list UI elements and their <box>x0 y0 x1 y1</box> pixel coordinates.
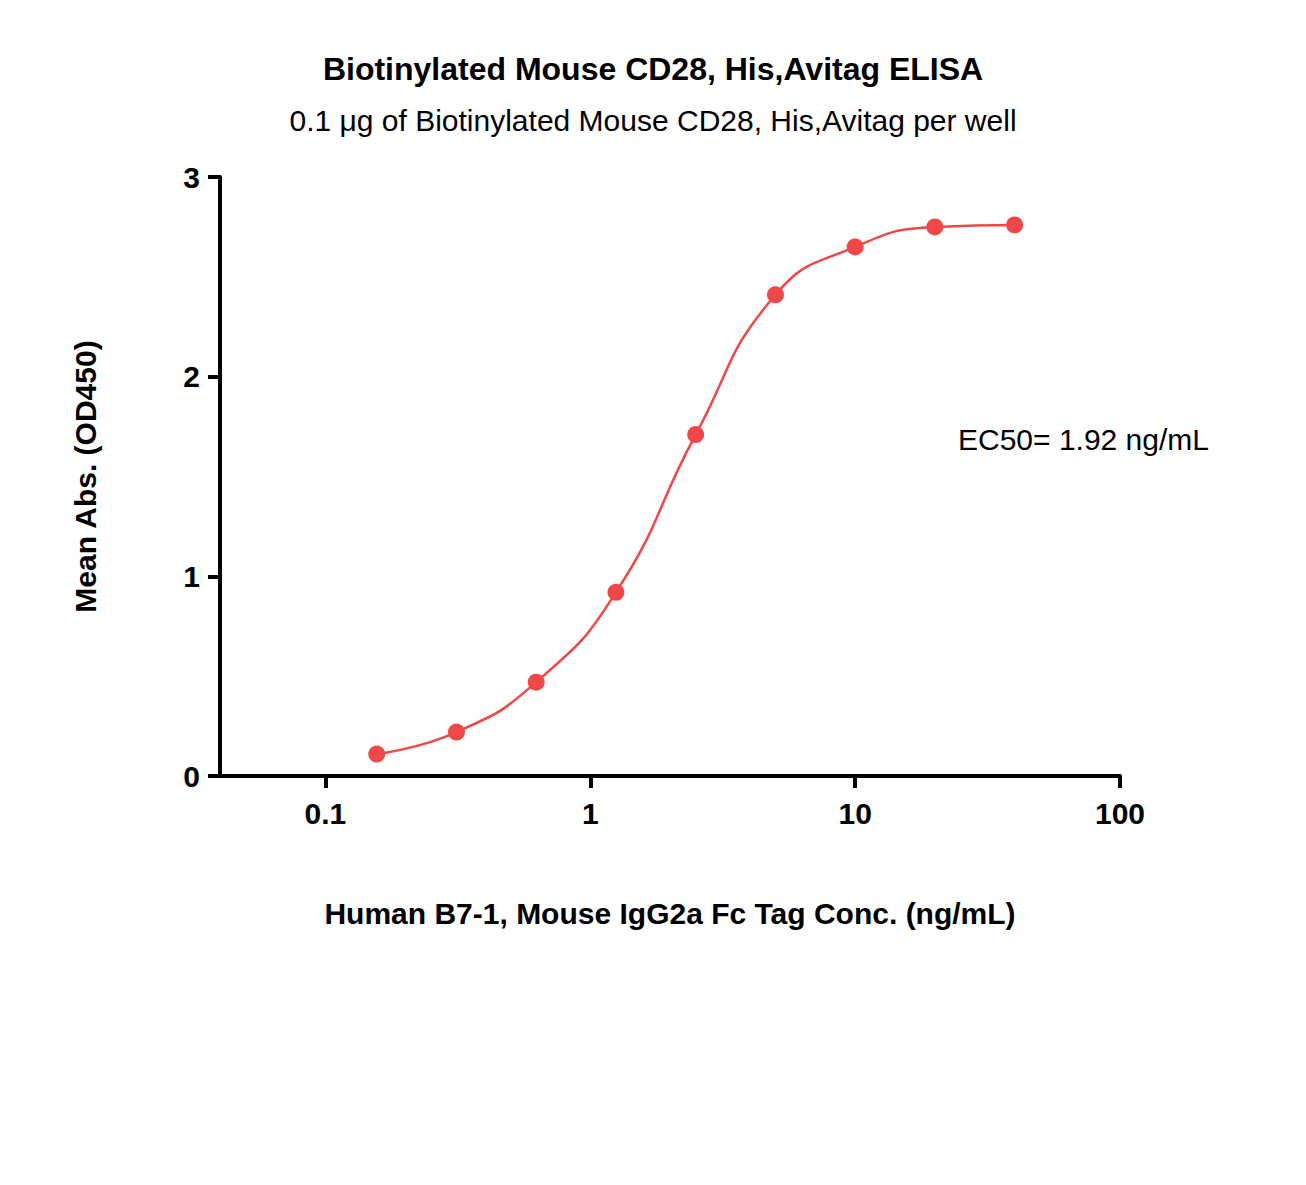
svg-text:2: 2 <box>183 360 200 393</box>
svg-text:100: 100 <box>1095 797 1145 830</box>
svg-text:Biotinylated Mouse CD28, His,A: Biotinylated Mouse CD28, His,Avitag ELIS… <box>323 51 983 87</box>
svg-text:0: 0 <box>183 760 200 793</box>
svg-text:Human B7-1, Mouse IgG2a Fc Tag: Human B7-1, Mouse IgG2a Fc Tag Conc. (ng… <box>324 897 1015 930</box>
svg-text:EC50= 1.92 ng/mL: EC50= 1.92 ng/mL <box>958 423 1209 456</box>
svg-text:0.1: 0.1 <box>305 797 347 830</box>
svg-text:3: 3 <box>183 161 200 194</box>
svg-text:1: 1 <box>582 797 599 830</box>
svg-text:1: 1 <box>183 560 200 593</box>
svg-text:0.1 μg of Biotinylated Mouse C: 0.1 μg of Biotinylated Mouse CD28, His,A… <box>289 104 1016 137</box>
svg-text:10: 10 <box>838 797 871 830</box>
svg-text:Mean Abs. (OD450): Mean Abs. (OD450) <box>69 340 102 612</box>
